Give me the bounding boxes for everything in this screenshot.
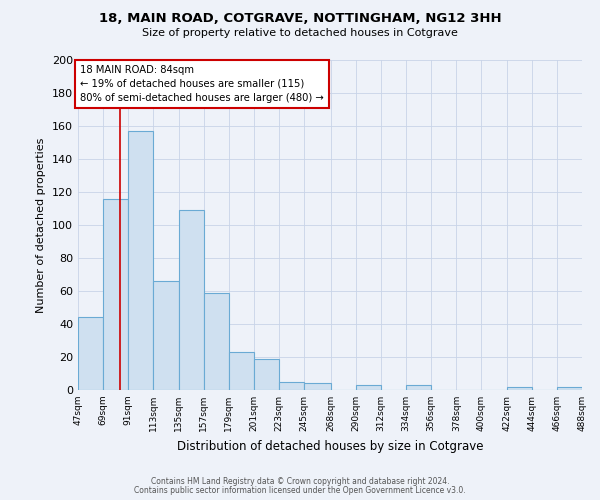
Text: Contains HM Land Registry data © Crown copyright and database right 2024.: Contains HM Land Registry data © Crown c…: [151, 477, 449, 486]
Bar: [179, 210, 204, 390]
Text: 18, MAIN ROAD, COTGRAVE, NOTTINGHAM, NG12 3HH: 18, MAIN ROAD, COTGRAVE, NOTTINGHAM, NG1…: [98, 12, 502, 26]
Text: Size of property relative to detached houses in Cotgrave: Size of property relative to detached ho…: [142, 28, 458, 38]
Bar: [557, 386, 582, 390]
Bar: [506, 386, 532, 390]
X-axis label: Distribution of detached houses by size in Cotgrave: Distribution of detached houses by size …: [177, 440, 483, 452]
Bar: [154, 281, 179, 390]
Text: Contains public sector information licensed under the Open Government Licence v3: Contains public sector information licen…: [134, 486, 466, 495]
Bar: [304, 384, 331, 390]
Bar: [406, 385, 431, 390]
Y-axis label: Number of detached properties: Number of detached properties: [37, 138, 46, 312]
Bar: [229, 352, 254, 390]
Text: 18 MAIN ROAD: 84sqm
← 19% of detached houses are smaller (115)
80% of semi-detac: 18 MAIN ROAD: 84sqm ← 19% of detached ho…: [80, 65, 324, 103]
Bar: [254, 358, 279, 390]
Bar: [204, 292, 229, 390]
Bar: [78, 318, 103, 390]
Bar: [279, 382, 304, 390]
Bar: [103, 198, 128, 390]
Bar: [356, 385, 381, 390]
Bar: [128, 131, 154, 390]
